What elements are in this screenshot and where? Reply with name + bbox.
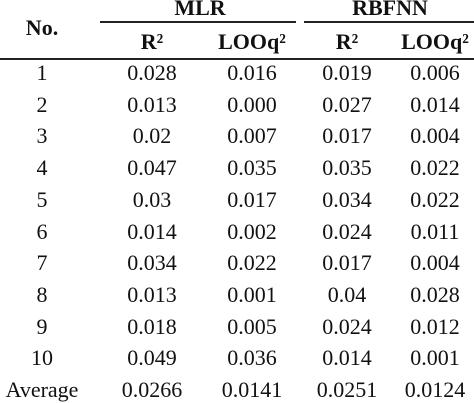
column-header: LOOq² [401, 29, 469, 54]
cell-value: 0.005 [227, 313, 277, 339]
cell-value: 0.004 [410, 250, 460, 276]
cell-value: 0.016 [227, 60, 277, 85]
row-label: 3 [36, 123, 48, 149]
cell-value: 0.013 [127, 91, 177, 117]
cell-value: 0.006 [410, 60, 460, 85]
group-header: RBFNN [352, 0, 428, 20]
cell-value: 0.034 [127, 250, 177, 276]
column-header: LOOq² [218, 29, 286, 54]
row-label: 4 [36, 155, 48, 181]
cell-value: 0.028 [410, 281, 460, 307]
cell-value: 0.019 [322, 60, 372, 85]
cell-value: 0.000 [227, 91, 277, 117]
row-label: 7 [36, 250, 48, 276]
header-rule [0, 58, 474, 60]
cell-value: 0.024 [322, 218, 372, 244]
cell-value: 0.017 [227, 186, 277, 212]
cell-value: 0.017 [322, 123, 372, 149]
row-label: 9 [36, 313, 48, 339]
cell-value: 0.014 [410, 91, 460, 117]
column-header: R² [335, 29, 359, 54]
cell-value: 0.0266 [121, 377, 183, 402]
cell-value: 0.012 [410, 313, 460, 339]
row-label: 6 [36, 218, 48, 244]
cell-value: 0.022 [410, 155, 460, 181]
cell-value: 0.002 [227, 218, 277, 244]
header-no: No. [25, 15, 59, 40]
cell-value: 0.0251 [316, 377, 378, 402]
cell-value: 0.03 [132, 186, 172, 212]
cell-value: 0.034 [322, 186, 372, 212]
cell-value: 0.022 [227, 250, 277, 276]
cell-value: 0.0141 [221, 377, 283, 402]
cell-value: 0.017 [322, 250, 372, 276]
cell-value: 0.018 [127, 313, 177, 339]
cell-value: 0.049 [127, 345, 177, 371]
cell-value: 0.047 [127, 155, 177, 181]
cell-value: 0.011 [410, 218, 460, 244]
cell-value: 0.036 [227, 345, 277, 371]
cell-value: 0.014 [322, 345, 372, 371]
row-label: 10 [31, 345, 53, 371]
group-rule [304, 21, 474, 23]
row-label: Average [5, 377, 79, 402]
row-label: 1 [36, 60, 48, 85]
row-label: 5 [36, 186, 48, 212]
cell-value: 0.035 [322, 155, 372, 181]
cell-value: 0.007 [227, 123, 277, 149]
cell-value: 0.004 [410, 123, 460, 149]
cell-value: 0.0124 [404, 377, 466, 402]
cell-value: 0.04 [327, 281, 367, 307]
group-header: MLR [174, 0, 226, 20]
cell-value: 0.013 [127, 281, 177, 307]
row-label: 8 [36, 281, 48, 307]
cell-value: 0.02 [132, 123, 172, 149]
row-label: 2 [36, 91, 48, 117]
column-header: R² [140, 29, 164, 54]
cell-value: 0.035 [227, 155, 277, 181]
cell-value: 0.001 [410, 345, 460, 371]
cell-value: 0.027 [322, 91, 372, 117]
cell-value: 0.022 [410, 186, 460, 212]
group-rule [100, 21, 296, 23]
cell-value: 0.024 [322, 313, 372, 339]
cell-value: 0.028 [127, 60, 177, 85]
cell-value: 0.014 [127, 218, 177, 244]
cell-value: 0.001 [227, 281, 277, 307]
